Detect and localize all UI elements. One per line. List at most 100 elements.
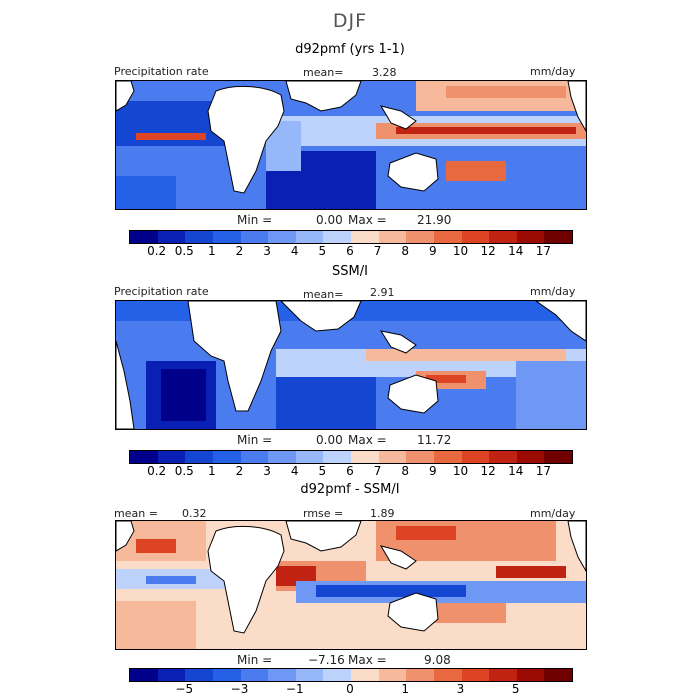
- panel-2-min-value: 0.00: [316, 433, 343, 447]
- colorbar-tick-label: 17: [535, 464, 552, 478]
- colorbar-swatch: [516, 231, 545, 243]
- panel-1-map: [115, 80, 587, 210]
- colorbar-swatch: [157, 669, 186, 681]
- colorbar-tick-label: 4: [290, 464, 299, 478]
- panel-2-max-value: 11.72: [417, 433, 452, 447]
- colorbar-tick-label: 10: [452, 464, 469, 478]
- colorbar-swatch: [212, 231, 241, 243]
- colorbar-tick-label: 8: [401, 464, 410, 478]
- australia-landmass: [387, 152, 439, 192]
- asia-landmass: [280, 301, 362, 332]
- colorbar-tick-label: −3: [230, 682, 249, 696]
- panel-1-max-value: 21.90: [417, 213, 452, 227]
- panel-3-mean-label: mean =: [114, 507, 158, 520]
- americas-landmass-east: [567, 81, 586, 133]
- colorbar-tick-label: 7: [373, 244, 382, 258]
- field-patch: [366, 349, 566, 361]
- field-patch: [316, 585, 466, 597]
- colorbar-swatch: [489, 231, 517, 243]
- panel-2-map-svg: [116, 301, 586, 429]
- colorbar-swatch: [544, 451, 572, 463]
- panel-1-map-svg: [116, 81, 586, 209]
- field-patch: [496, 566, 566, 578]
- colorbar-swatch: [212, 669, 241, 681]
- colorbar-tick-label: 10: [452, 244, 469, 258]
- colorbar-swatch: [489, 669, 517, 681]
- colorbar-swatch: [185, 669, 213, 681]
- panel-3-colorbar-ticks: −5 −3 −1 0 1 3 5: [129, 682, 571, 696]
- colorbar-swatch: [240, 451, 269, 463]
- colorbar-swatch: [240, 231, 269, 243]
- colorbar-swatch: [516, 451, 545, 463]
- americas-landmass-west: [116, 340, 135, 429]
- colorbar-tick-label: 17: [535, 244, 552, 258]
- panel-3-colorbar: [129, 668, 573, 682]
- australia-landmass: [387, 592, 439, 632]
- colorbar-swatch: [185, 451, 213, 463]
- colorbar-tick-label: 14: [508, 244, 524, 258]
- colorbar-tick-label: 2: [235, 464, 244, 478]
- colorbar-swatch: [433, 669, 462, 681]
- americas-landmass-west: [116, 521, 135, 552]
- panel-2-mean-label: mean=: [303, 288, 344, 301]
- colorbar-swatch: [185, 231, 213, 243]
- field-patch: [446, 161, 506, 181]
- maritime-continent: [379, 105, 417, 130]
- field-patch: [116, 601, 196, 649]
- colorbar-tick-label: 1: [208, 464, 216, 478]
- panel-3-map-svg: [116, 521, 586, 649]
- itcz-band: [426, 375, 466, 383]
- panel-1-title: d92pmf (yrs 1-1): [295, 42, 405, 57]
- colorbar-swatch: [351, 669, 379, 681]
- colorbar-swatch: [461, 451, 490, 463]
- colorbar-swatch: [212, 451, 241, 463]
- panel-2-min-label: Min =: [237, 433, 273, 447]
- panel-2-colorbar: [129, 450, 573, 464]
- asia-landmass: [285, 81, 362, 112]
- colorbar-swatch: [351, 231, 379, 243]
- colorbar-tick-label: 3: [456, 682, 465, 696]
- itcz-band: [136, 133, 206, 140]
- colorbar-swatch: [323, 231, 351, 243]
- panel-3-rmse-value: 1.89: [370, 507, 395, 520]
- colorbar-swatch: [489, 451, 517, 463]
- panel-3-rmse-label: rmse =: [303, 507, 344, 520]
- panel-1-mean-value: 3.28: [372, 66, 397, 79]
- colorbar-tick-label: 3: [263, 244, 271, 258]
- panel-1-units: mm/day: [530, 65, 576, 78]
- colorbar-tick-label: −5: [175, 682, 194, 696]
- colorbar-swatch: [157, 451, 186, 463]
- field-patch: [516, 361, 586, 429]
- field-patch: [396, 526, 456, 540]
- panel-1-colorbar: [129, 230, 573, 244]
- colorbar-tick-label: 3: [263, 464, 271, 478]
- panel-2-left-label: Precipitation rate: [114, 285, 209, 298]
- panel-3-max-value: 9.08: [424, 653, 451, 667]
- panel-3-max-label: Max =: [348, 653, 387, 667]
- panel-2-units: mm/day: [530, 285, 576, 298]
- colorbar-tick-label: −1: [285, 682, 304, 696]
- colorbar-tick-label: 0.5: [174, 464, 194, 478]
- colorbar-tick-label: 14: [508, 464, 524, 478]
- colorbar-tick-label: 12: [480, 244, 496, 258]
- panel-3-title: d92pmf - SSM/I: [300, 482, 400, 497]
- colorbar-tick-label: 1: [208, 244, 216, 258]
- colorbar-tick-label: 9: [429, 244, 437, 258]
- colorbar-swatch: [378, 451, 407, 463]
- colorbar-swatch: [323, 451, 351, 463]
- colorbar-swatch: [130, 231, 158, 243]
- colorbar-tick-label: 5: [318, 464, 327, 478]
- field-patch: [446, 86, 566, 98]
- colorbar-tick-label: 9: [429, 464, 437, 478]
- colorbar-swatch: [130, 451, 158, 463]
- panel-2-mean-value: 2.91: [370, 286, 395, 299]
- panel-1-min-value: 0.00: [316, 213, 343, 227]
- maritime-continent: [379, 545, 417, 570]
- field-patch: [276, 371, 376, 429]
- colorbar-swatch: [406, 669, 434, 681]
- colorbar-swatch: [406, 451, 434, 463]
- colorbar-tick-label: 12: [480, 464, 496, 478]
- colorbar-swatch: [461, 669, 490, 681]
- colorbar-swatch: [516, 669, 545, 681]
- panel-3-min-label: Min =: [237, 653, 273, 667]
